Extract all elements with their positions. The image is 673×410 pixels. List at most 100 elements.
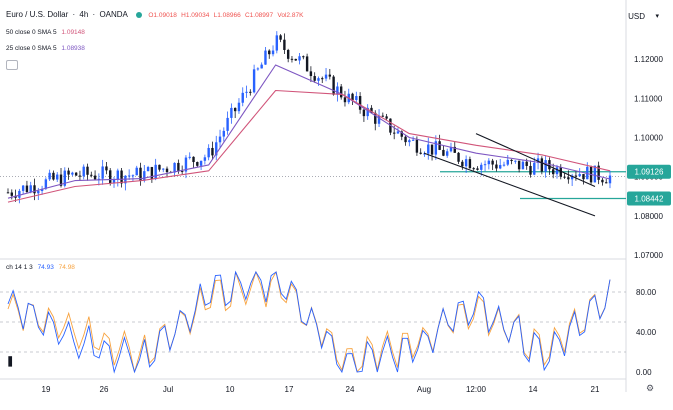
candle-body: [271, 50, 275, 55]
timeframe[interactable]: 4h: [79, 10, 89, 19]
candle-body: [286, 49, 290, 59]
candle-body: [408, 140, 411, 143]
trendline[interactable]: [475, 133, 596, 187]
candle-body: [355, 96, 358, 101]
candle-body: [177, 162, 180, 171]
oscillator-tick-label: 40.00: [636, 328, 657, 337]
candle-body: [162, 168, 165, 170]
candle-body: [597, 165, 600, 180]
candle-body: [411, 139, 415, 141]
candle-body: [154, 164, 157, 180]
trendline[interactable]: [423, 152, 596, 217]
symbol-name[interactable]: Euro / U.S. Dollar: [6, 10, 69, 19]
candle-body: [56, 174, 59, 180]
candle-body: [249, 91, 252, 93]
candle-body: [332, 76, 335, 95]
candle-body: [499, 165, 502, 169]
candle-body: [358, 96, 362, 110]
candle-body: [112, 179, 116, 184]
candle-body: [158, 164, 161, 170]
price-tag[interactable]: [627, 191, 671, 206]
candle-body: [468, 159, 472, 169]
time-tick-label: 24: [346, 385, 355, 394]
oscillator-label: ch 14 1 3: [6, 264, 33, 271]
candle-body: [48, 172, 51, 180]
candle-body: [487, 160, 491, 165]
candle-body: [438, 141, 441, 150]
candle-body: [517, 160, 521, 170]
candle-body: [33, 185, 36, 194]
time-tick-label: Aug: [417, 385, 431, 394]
candle-body: [396, 131, 400, 134]
candle-body: [472, 168, 475, 170]
tradingview-logo-icon: ❚: [6, 356, 15, 367]
candle-body: [90, 174, 93, 176]
candle-body: [131, 175, 135, 177]
candle-body: [392, 132, 396, 134]
candle-body: [192, 156, 195, 163]
candle-body: [521, 161, 525, 170]
candle-body: [211, 147, 214, 156]
legend-ma25[interactable]: 25 close 0 SMA 5 1.08938: [6, 45, 85, 52]
candle-body: [71, 172, 74, 175]
candle-body: [203, 157, 207, 161]
candle-body: [563, 176, 566, 178]
candle-body: [93, 175, 97, 180]
candle-body: [184, 157, 188, 172]
candle-body: [230, 107, 233, 118]
candle-body: [67, 170, 70, 175]
candle-body: [423, 153, 426, 155]
candle-body: [116, 170, 119, 180]
candle-body: [97, 178, 101, 180]
candle-body: [29, 185, 32, 193]
settings-icon[interactable]: ⚙: [646, 383, 655, 393]
price-tag[interactable]: [627, 164, 671, 179]
symbol-legend[interactable]: Euro / U.S. Dollar · 4h · OANDA O1.09018…: [6, 10, 305, 19]
currency-label[interactable]: USD: [628, 12, 645, 21]
ma25-label: 25 close 0 SMA 5: [6, 45, 57, 52]
separator: ·: [72, 10, 76, 19]
candle-body: [25, 185, 29, 193]
candle-body: [40, 188, 44, 192]
candle-body: [74, 172, 78, 176]
chevron-down-icon[interactable]: ▾: [655, 13, 659, 20]
candle-body: [37, 191, 40, 194]
candle-body: [582, 174, 585, 180]
candle-body: [226, 117, 229, 131]
candle-body: [328, 74, 332, 77]
candle-body: [404, 136, 407, 143]
candle-body: [196, 162, 199, 166]
price-tick-label: 1.11000: [634, 94, 663, 103]
candle-body: [336, 86, 339, 95]
candle-body: [324, 74, 328, 79]
collapse-legend-icon[interactable]: [6, 60, 18, 70]
candle-body: [317, 78, 320, 81]
time-tick-label: 17: [285, 385, 294, 394]
candle-body: [529, 165, 532, 175]
candle-body: [570, 175, 574, 180]
legend-ma50[interactable]: 50 close 0 SMA 5 1.09148: [6, 29, 85, 36]
oscillator-legend[interactable]: ch 14 1 3 74.93 74.98: [6, 264, 75, 271]
candle-body: [222, 130, 226, 137]
candle-body: [605, 182, 608, 184]
time-tick-label: Jul: [163, 385, 173, 394]
candle-body: [445, 151, 449, 156]
candle-body: [449, 146, 453, 152]
candle-body: [593, 165, 597, 183]
candle-body: [313, 76, 316, 81]
candle-body: [44, 179, 48, 189]
candle-body: [601, 179, 604, 183]
candle-body: [476, 168, 479, 170]
ohlc-low: L1.08966: [213, 12, 241, 19]
candle-body: [139, 167, 142, 181]
candle-body: [180, 170, 184, 172]
candle-body: [14, 195, 17, 198]
candle-body: [453, 146, 456, 153]
candle-body: [63, 170, 66, 186]
candle-body: [608, 175, 612, 184]
candle-body: [434, 141, 438, 155]
candle-body: [120, 170, 123, 184]
oscillator-d-value: 74.98: [58, 264, 75, 271]
